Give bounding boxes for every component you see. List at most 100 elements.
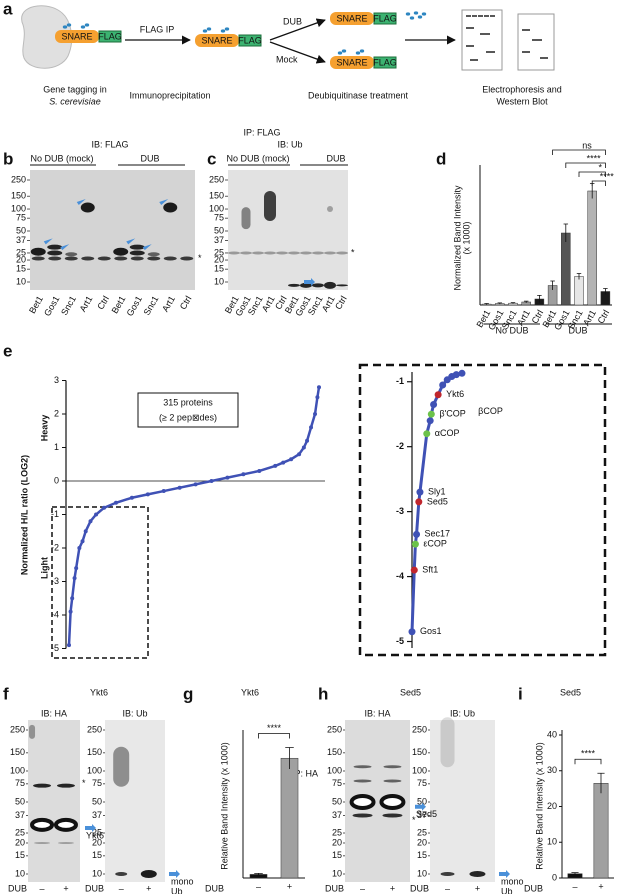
protein-point: [70, 596, 75, 601]
protein-point: [113, 500, 118, 505]
panel-title: Ykt6: [241, 687, 259, 697]
y-tick-label: 30: [547, 765, 557, 775]
panel-letter: f: [3, 684, 9, 703]
caption: Western Blot: [496, 96, 548, 106]
group-label: DUB: [568, 325, 587, 335]
protein-point: [273, 463, 278, 468]
band: [80, 202, 95, 213]
ubiquitin-dot: [206, 27, 212, 31]
protein-point: [289, 457, 294, 462]
ladder-label: 15: [417, 850, 427, 860]
snare-label: SNARE: [336, 13, 367, 23]
lane-label: Art1: [78, 294, 95, 313]
x-tick-label: +: [598, 881, 603, 891]
bar: [280, 757, 299, 879]
band: [163, 202, 178, 213]
panel-title: Ykt6: [90, 687, 108, 697]
x-tick-label: +: [287, 881, 292, 891]
inset-point: [416, 488, 424, 496]
protein-point: [102, 505, 107, 510]
group-label: No DUB (mock): [30, 153, 93, 163]
ubiquitin-dot: [220, 29, 226, 33]
ladder-label: 15: [15, 850, 25, 860]
x-axis-label: DUB: [524, 883, 543, 893]
error-bar: [550, 280, 555, 290]
snare-label: SNARE: [201, 35, 232, 45]
ladder-label: 100: [412, 765, 427, 775]
band: [383, 779, 402, 783]
inset-label: εCOP: [423, 538, 447, 548]
blue-arrow: [142, 244, 152, 251]
protein-point: [88, 519, 93, 524]
ladder-label: 250: [87, 724, 102, 734]
caption: Immunoprecipitation: [129, 90, 210, 100]
inset-label: Sly1: [428, 487, 446, 497]
inset-label: Ykt6: [446, 389, 464, 399]
band: [115, 872, 128, 876]
ladder-label: 150: [327, 747, 342, 757]
band: [379, 794, 406, 810]
ib-label: IB: FLAG: [91, 139, 128, 149]
inset-label: Sft1: [422, 564, 438, 574]
ubiquitin-dot: [413, 11, 419, 15]
protein-point: [68, 609, 73, 614]
ladder-label: 150: [412, 747, 427, 757]
ib-label: IB: Ub: [450, 708, 475, 718]
yeast-cell: [21, 5, 73, 69]
lane-label: Ctrl: [95, 294, 111, 311]
ubiquitin-dot: [409, 16, 415, 20]
band: [140, 870, 157, 878]
error-bar: [523, 300, 529, 303]
blot: [228, 170, 348, 290]
inset-point: [410, 566, 418, 574]
panel-title: Sed5: [560, 687, 581, 697]
panel-letter: d: [436, 149, 446, 168]
error-bar: [285, 747, 294, 769]
band: [440, 872, 455, 876]
band: [56, 783, 75, 788]
ladder-label: 20: [92, 837, 102, 847]
ladder-label: 20: [16, 254, 26, 264]
ubiquitin-dot: [224, 27, 230, 31]
ladder-label: 250: [11, 174, 26, 184]
flag-label: FLAG: [98, 31, 122, 41]
ladder-label: 25: [417, 827, 427, 837]
blot-icon: [461, 9, 503, 71]
ladder-label: 250: [209, 174, 224, 184]
y-tick-label: 10: [547, 837, 557, 847]
ladder-label: 50: [214, 225, 224, 235]
band: [30, 247, 46, 256]
band: [31, 256, 45, 261]
y-tick-label: -1: [51, 509, 59, 519]
blue-arrow: [169, 870, 180, 878]
protein-point: [80, 539, 85, 544]
band: [300, 251, 312, 255]
ladder-label: 75: [332, 778, 342, 788]
band: [312, 251, 324, 255]
condition-label: –: [445, 883, 450, 893]
error-bar: [603, 288, 608, 295]
ladder-label: 20: [417, 837, 427, 847]
group-label: DUB: [140, 153, 159, 163]
inset-point: [458, 369, 466, 377]
band: [382, 813, 403, 818]
panel-letter: c: [207, 149, 216, 168]
condition-label: +: [475, 883, 480, 893]
ubiquitin-dot: [355, 51, 361, 55]
band: [47, 244, 63, 250]
blot: [28, 720, 80, 882]
light-label: Light: [39, 557, 49, 579]
protein-point: [74, 566, 79, 571]
ladder-label: 100: [327, 765, 342, 775]
error-bar: [537, 295, 542, 303]
ladder-label: 150: [10, 747, 25, 757]
ladder-label: 20: [214, 254, 224, 264]
ip-label: IP: HA: [292, 768, 318, 778]
ladder-label: 37: [417, 810, 427, 820]
ladder-label: 25: [92, 827, 102, 837]
ladder-label: 25: [15, 827, 25, 837]
ubiquitin-dot: [62, 25, 68, 29]
significance-label: ****: [581, 749, 596, 759]
condition-label: DUB: [85, 883, 104, 893]
